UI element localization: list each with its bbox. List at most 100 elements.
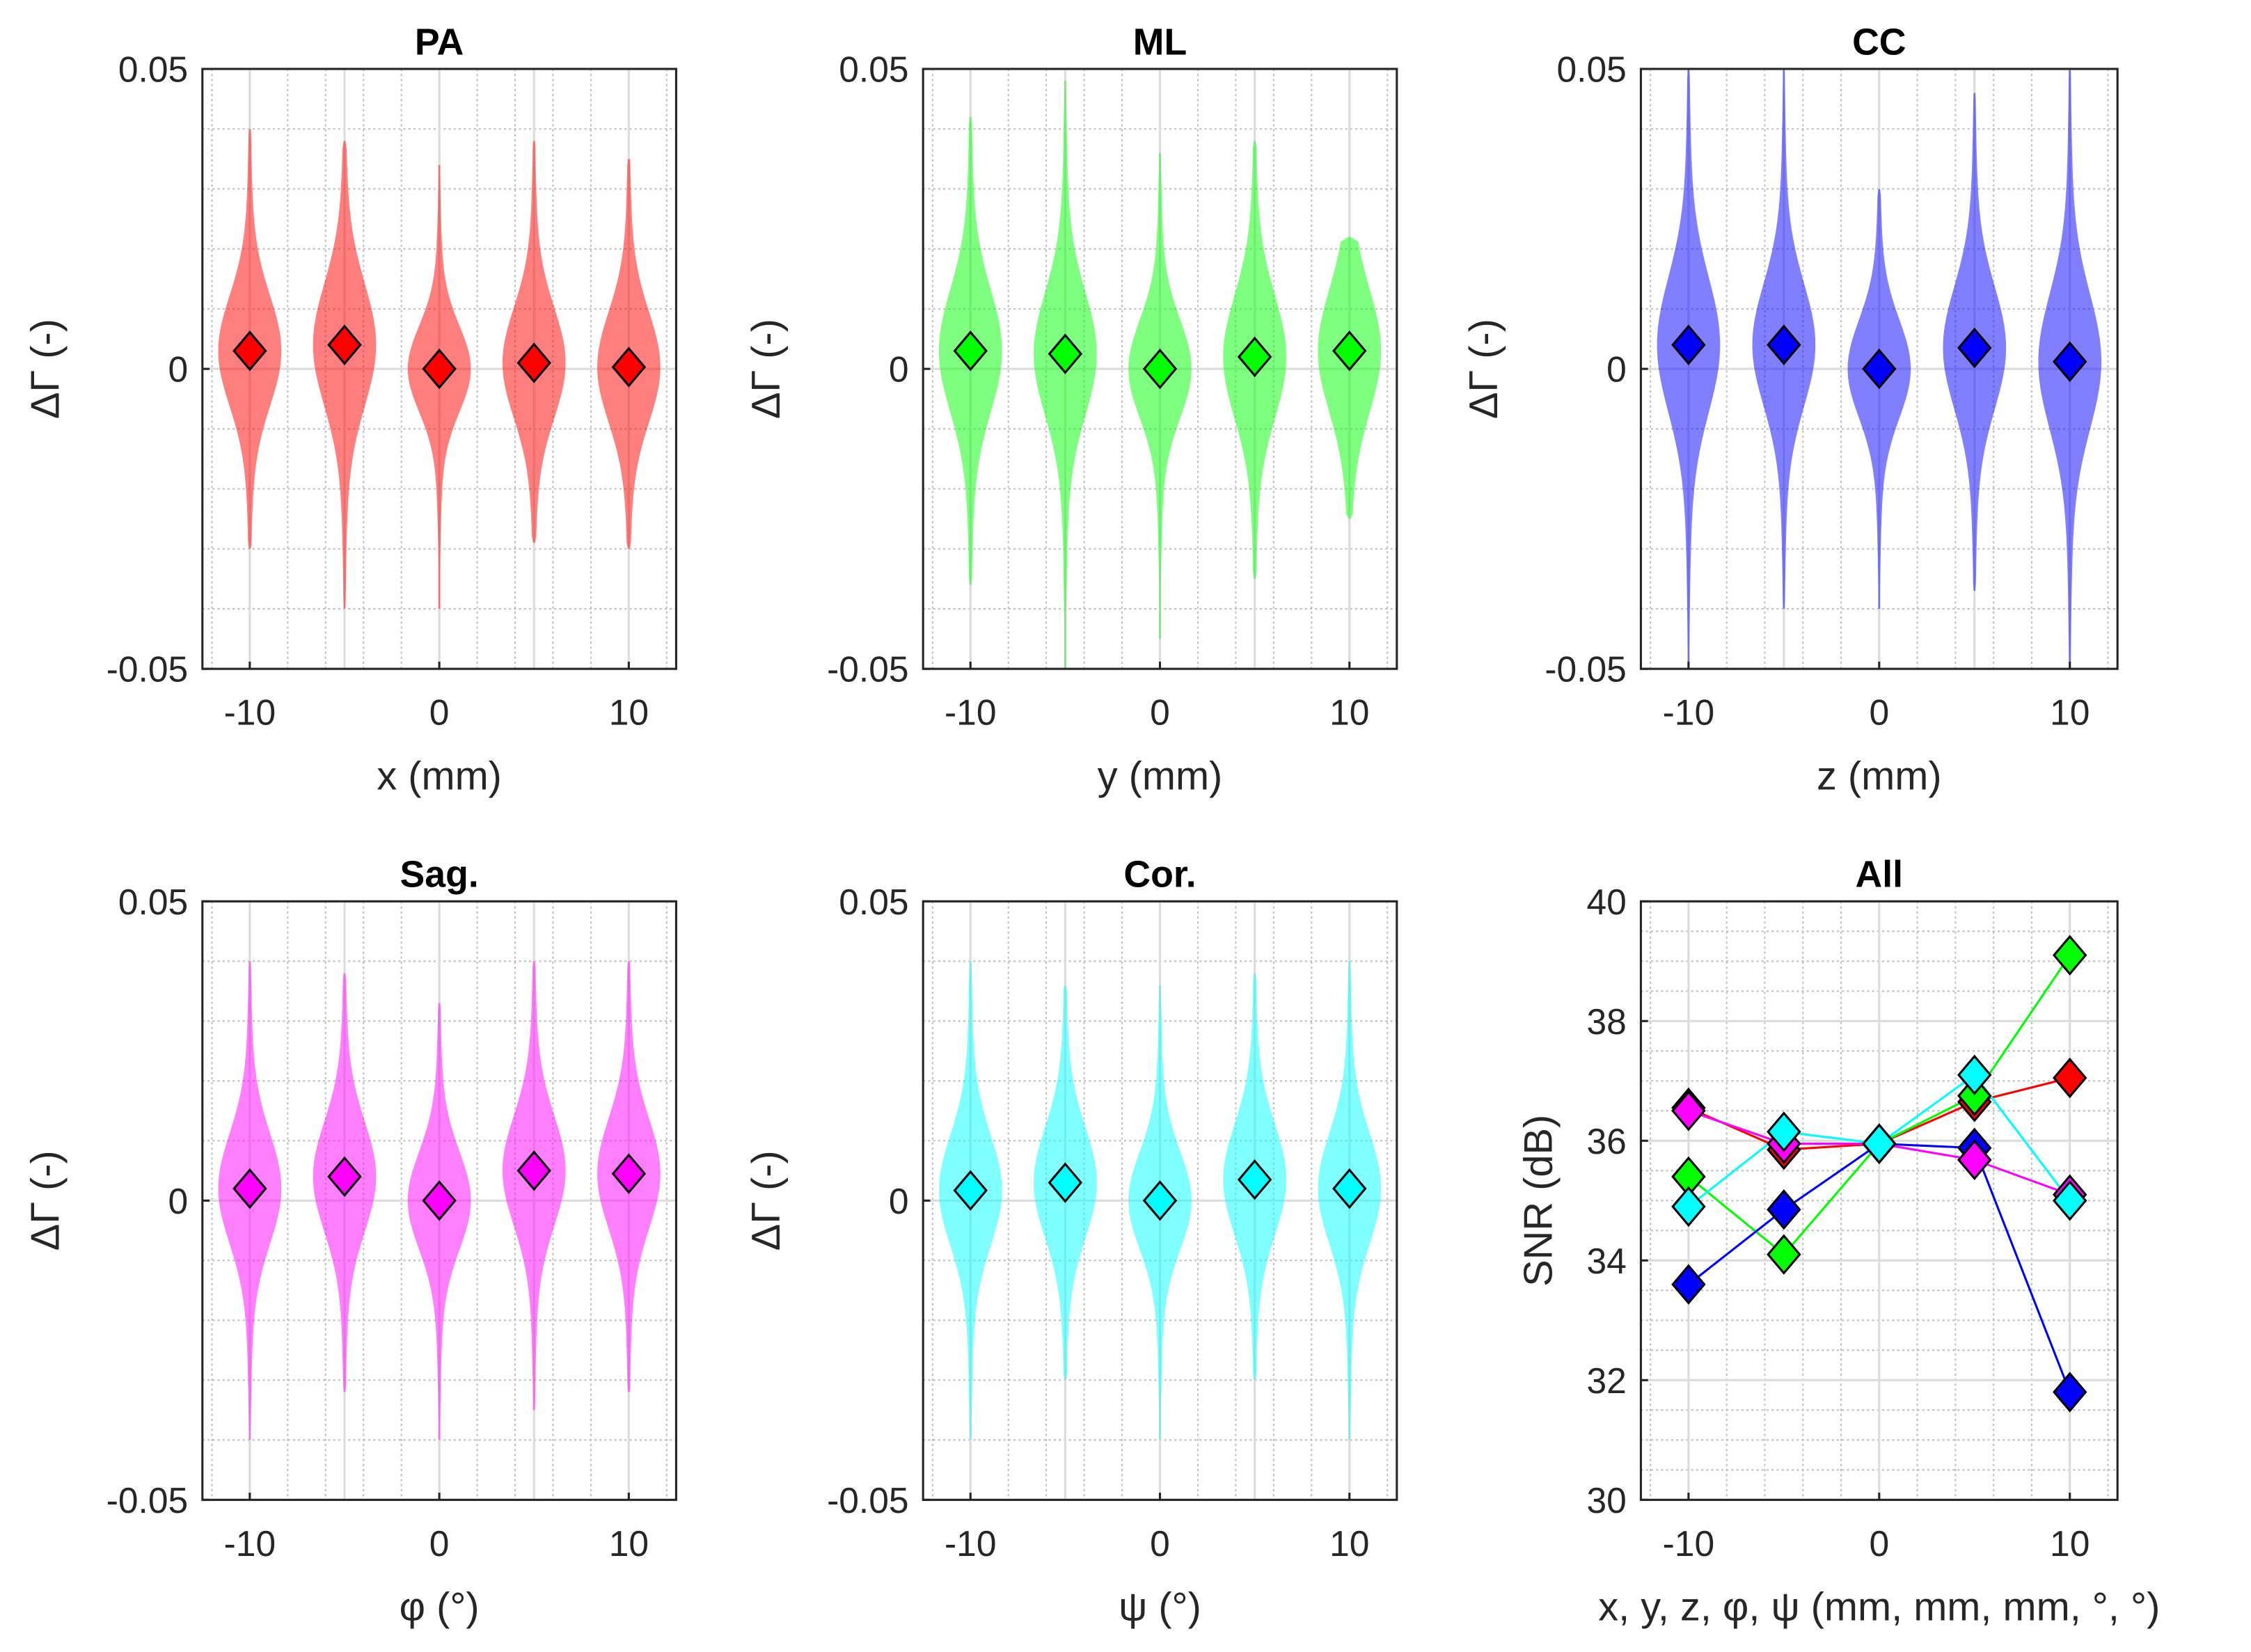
panel-cc: -10 0 10 -0.05 0 0.05 CC z (mm) ΔΓ (-) [1462, 21, 2119, 798]
mean-marker-5 [516, 1150, 551, 1191]
mean-marker-0 [422, 1180, 457, 1221]
violin--5 [313, 141, 377, 609]
chart-title: ML [1133, 21, 1187, 63]
panel-pa: -10 0 10 -0.05 0 0.05 PA x (mm) ΔΓ (-) [24, 21, 677, 798]
y-tick-label: 0.05 [118, 882, 188, 922]
chart-title: CC [1852, 21, 1906, 63]
violin-10 [1318, 237, 1382, 519]
x-tick-label: -10 [224, 1523, 276, 1564]
x-axis-label: ψ (°) [1119, 1585, 1201, 1630]
x-axis-label: x (mm) [377, 754, 502, 798]
x-tick-label: 10 [1329, 1523, 1369, 1564]
y-tick-label: 0 [168, 349, 189, 390]
x-tick-label: 10 [1329, 692, 1369, 733]
panel-cor: -10 0 10 -0.05 0 0.05 Cor. ψ (°) ΔΓ (-) [744, 854, 1398, 1630]
point-Cor-0 [1862, 1123, 1897, 1164]
point-Sag-5 [1957, 1139, 1992, 1181]
y-tick-label: 0 [168, 1181, 189, 1221]
x-tick-label: 0 [1150, 692, 1170, 733]
chart-title: Sag. [400, 854, 479, 896]
point-ML-5 [1957, 1075, 1992, 1117]
chart-title: All [1856, 854, 1904, 896]
x-tick-label: -10 [945, 692, 997, 733]
mean-marker-10 [611, 347, 647, 388]
y-axis-label: ΔΓ (-) [744, 319, 789, 419]
chart-title: Cor. [1123, 854, 1196, 896]
mean-marker--5 [1048, 333, 1083, 374]
y-tick-label: 0.05 [1556, 49, 1626, 90]
violin-0 [1128, 152, 1192, 640]
mean-marker--10 [953, 1170, 988, 1211]
x-tick-label: 10 [2050, 692, 2090, 733]
y-tick-label: 34 [1586, 1241, 1626, 1281]
y-tick-label: -0.05 [827, 649, 909, 690]
chart-title: PA [415, 21, 464, 63]
mean-marker-0 [1142, 348, 1178, 390]
mean-marker-0 [1862, 348, 1897, 390]
mean-marker-10 [611, 1153, 647, 1194]
mean-marker-5 [516, 342, 551, 383]
violin--10 [1657, 69, 1721, 669]
mean-marker-10 [1332, 1168, 1367, 1209]
point-Cor--10 [1671, 1186, 1706, 1228]
y-tick-label: 0.05 [839, 882, 908, 922]
mean-marker-10 [1332, 331, 1367, 372]
x-tick-label: 0 [1150, 1523, 1170, 1564]
x-axis-label: φ (°) [400, 1585, 480, 1630]
point-PA-10 [2052, 1057, 2087, 1099]
x-axis-label: z (mm) [1817, 754, 1942, 798]
mean-marker-0 [422, 348, 457, 390]
y-tick-label: 0 [889, 349, 909, 390]
mean-marker--10 [232, 331, 267, 372]
y-tick-label: 0.05 [118, 49, 188, 90]
y-axis-label: ΔΓ (-) [1462, 319, 1506, 419]
x-tick-label: -10 [224, 692, 276, 733]
point-CC--10 [1671, 1264, 1706, 1305]
mean-marker--10 [953, 331, 988, 372]
mean-marker--5 [327, 1156, 362, 1198]
point-ML-10 [2052, 935, 2087, 976]
y-axis-label: ΔΓ (-) [24, 319, 68, 419]
x-tick-label: 10 [609, 1523, 649, 1564]
y-axis-label: ΔΓ (-) [24, 1150, 68, 1250]
mean-marker-10 [2052, 341, 2087, 382]
y-axis-label: SNR (dB) [1517, 1115, 1561, 1287]
point-Cor-10 [2052, 1180, 2087, 1221]
point-Cor--5 [1767, 1111, 1801, 1152]
mean-marker--5 [1048, 1162, 1083, 1203]
point-CC--5 [1767, 1189, 1801, 1230]
x-tick-label: 0 [429, 692, 450, 733]
mean-marker-0 [1142, 1180, 1178, 1221]
y-tick-label: -0.05 [106, 1480, 189, 1520]
panel-sag: -10 0 10 -0.05 0 0.05 Sag. φ (°) ΔΓ (-) [24, 854, 677, 1630]
x-tick-label: 0 [1869, 692, 1889, 733]
panel-all: -10 0 10 30 32 34 36 38 40 All x, y, z, φ, ψ (mm, … [1517, 854, 2161, 1630]
y-axis-label: ΔΓ (-) [744, 1150, 789, 1250]
mean-marker--5 [1767, 324, 1801, 365]
x-tick-label: -10 [945, 1523, 997, 1564]
x-tick-label: 10 [2050, 1523, 2090, 1564]
panel-ml: -10 0 10 -0.05 0 0.05 ML y (mm) ΔΓ (-) [744, 21, 1398, 798]
point-Cor-5 [1957, 1054, 1992, 1095]
y-tick-label: 36 [1586, 1121, 1626, 1161]
mean-marker--10 [232, 1168, 267, 1209]
y-tick-label: 38 [1586, 1001, 1626, 1042]
mean-marker-5 [1957, 327, 1992, 369]
y-tick-label: 32 [1586, 1360, 1626, 1401]
violin-5 [502, 141, 566, 543]
y-tick-label: -0.05 [106, 649, 189, 690]
x-tick-label: 10 [609, 692, 649, 733]
mean-marker--5 [327, 324, 362, 365]
mean-marker--10 [1671, 324, 1706, 365]
y-tick-label: 30 [1586, 1480, 1626, 1520]
point-CC-10 [2052, 1372, 2087, 1413]
y-tick-label: 0 [889, 1181, 909, 1221]
y-tick-label: 40 [1586, 882, 1626, 922]
point-ML--5 [1767, 1234, 1801, 1275]
y-tick-label: 0.05 [839, 49, 908, 90]
x-tick-label: -10 [1663, 1523, 1715, 1564]
violin--5 [1034, 81, 1097, 669]
y-tick-label: -0.05 [827, 1480, 909, 1520]
x-tick-label: 0 [429, 1523, 450, 1564]
